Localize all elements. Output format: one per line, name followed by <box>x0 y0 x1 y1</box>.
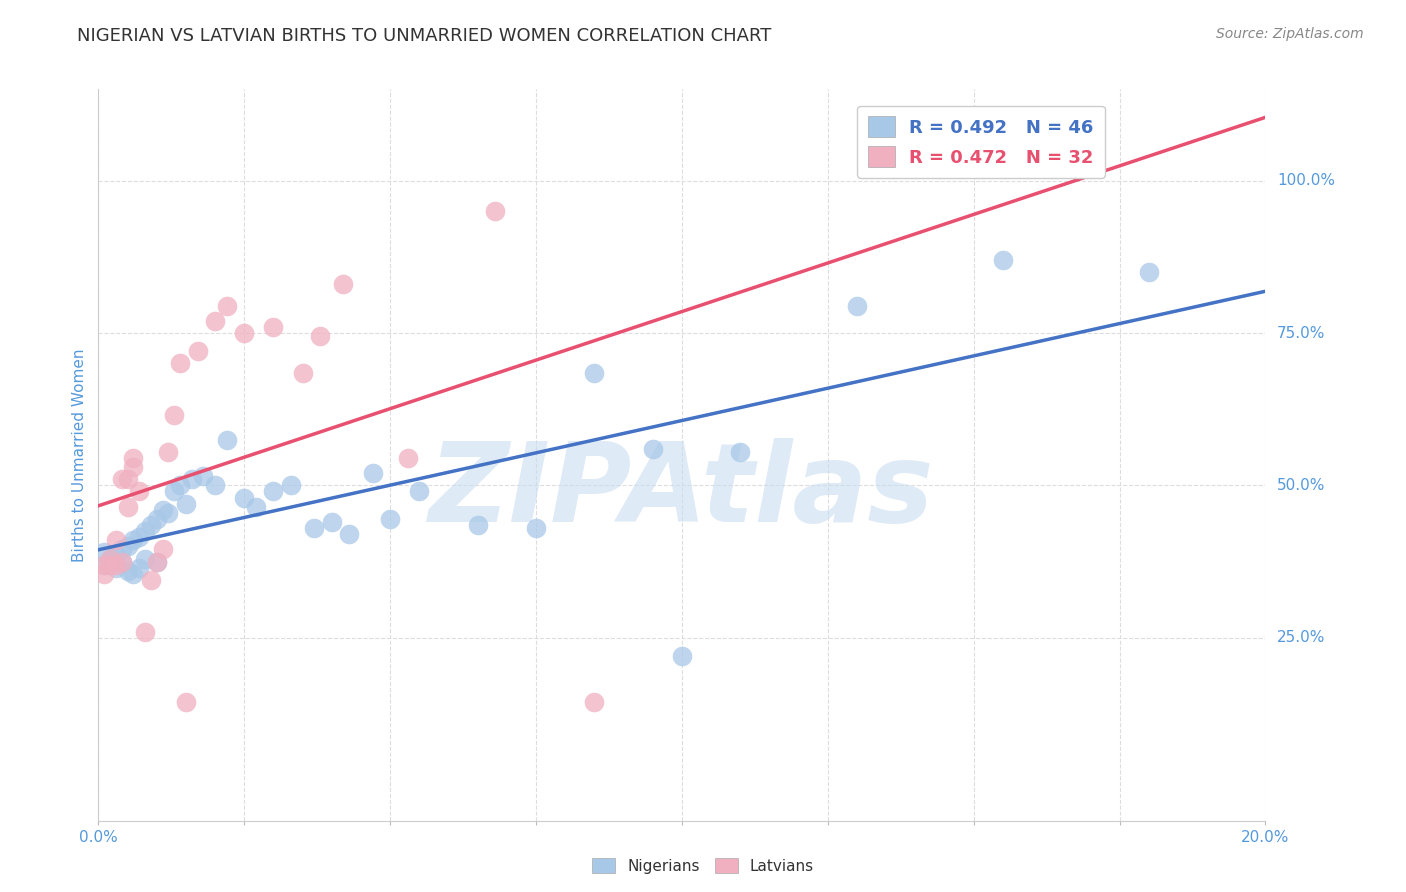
Point <box>467 518 489 533</box>
Point <box>524 521 547 535</box>
Point <box>671 649 693 664</box>
Text: ZIPAtlas: ZIPAtlas <box>429 438 935 545</box>
Point <box>122 450 145 465</box>
Point <box>215 433 238 447</box>
Point <box>152 502 174 516</box>
Point <box>122 460 145 475</box>
Point <box>117 539 139 553</box>
Point <box>157 506 180 520</box>
Point <box>146 555 169 569</box>
Point <box>93 566 115 581</box>
Point <box>104 560 127 574</box>
Point <box>98 551 121 566</box>
Point <box>122 533 145 548</box>
Point <box>98 558 121 572</box>
Point <box>146 512 169 526</box>
Point <box>128 484 150 499</box>
Point <box>111 472 134 486</box>
Point <box>180 472 202 486</box>
Point <box>484 204 506 219</box>
Point <box>122 566 145 581</box>
Point <box>128 560 150 574</box>
Point <box>169 478 191 492</box>
Point <box>846 299 869 313</box>
Point <box>583 695 606 709</box>
Point <box>321 515 343 529</box>
Point <box>134 624 156 639</box>
Text: 50.0%: 50.0% <box>1277 478 1326 493</box>
Point <box>169 356 191 371</box>
Point <box>139 573 162 587</box>
Point <box>157 445 180 459</box>
Point <box>128 530 150 544</box>
Point <box>730 445 752 459</box>
Point <box>408 484 430 499</box>
Point <box>1137 265 1160 279</box>
Point <box>309 329 332 343</box>
Point <box>245 500 267 514</box>
Point <box>332 277 354 292</box>
Text: NIGERIAN VS LATVIAN BIRTHS TO UNMARRIED WOMEN CORRELATION CHART: NIGERIAN VS LATVIAN BIRTHS TO UNMARRIED … <box>77 27 772 45</box>
Point <box>152 542 174 557</box>
Point <box>174 497 197 511</box>
Point <box>233 326 256 340</box>
Point <box>204 478 226 492</box>
Point <box>204 314 226 328</box>
Text: 100.0%: 100.0% <box>1277 173 1336 188</box>
Point <box>304 521 326 535</box>
Point <box>262 319 284 334</box>
Point <box>163 409 186 423</box>
Point <box>93 558 115 572</box>
Point <box>117 472 139 486</box>
Point <box>111 555 134 569</box>
Point <box>280 478 302 492</box>
Point <box>233 491 256 505</box>
Point <box>104 558 127 572</box>
Point <box>583 366 606 380</box>
Point <box>93 558 115 572</box>
Legend: Nigerians, Latvians: Nigerians, Latvians <box>586 852 820 880</box>
Text: Source: ZipAtlas.com: Source: ZipAtlas.com <box>1216 27 1364 41</box>
Point <box>117 500 139 514</box>
Point <box>991 252 1014 267</box>
Point <box>134 524 156 538</box>
Point <box>146 555 169 569</box>
Point <box>163 484 186 499</box>
Point <box>193 469 215 483</box>
Point <box>396 450 419 465</box>
Text: 25.0%: 25.0% <box>1277 631 1326 645</box>
Point <box>337 527 360 541</box>
Point <box>380 512 402 526</box>
Legend: R = 0.492   N = 46, R = 0.472   N = 32: R = 0.492 N = 46, R = 0.472 N = 32 <box>858 105 1105 178</box>
Point <box>215 299 238 313</box>
Point <box>93 545 115 559</box>
Point <box>111 555 134 569</box>
Point <box>117 564 139 578</box>
Point <box>641 442 664 456</box>
Point <box>187 344 209 359</box>
Point <box>111 542 134 557</box>
Point <box>174 695 197 709</box>
Point <box>104 549 127 563</box>
Point <box>104 533 127 548</box>
Text: 75.0%: 75.0% <box>1277 326 1326 341</box>
Point <box>262 484 284 499</box>
Point <box>291 366 314 380</box>
Point <box>361 466 384 480</box>
Point <box>134 551 156 566</box>
Point <box>139 518 162 533</box>
Point <box>98 551 121 566</box>
Y-axis label: Births to Unmarried Women: Births to Unmarried Women <box>72 348 87 562</box>
